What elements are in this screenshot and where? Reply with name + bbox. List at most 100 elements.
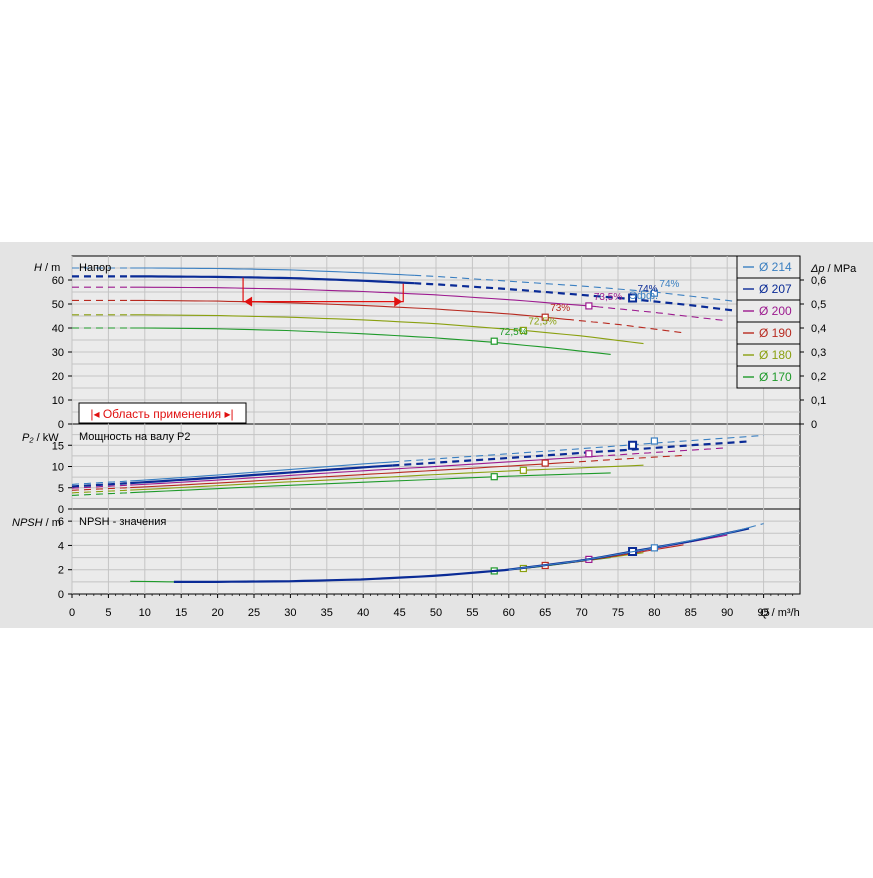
x-tick-label: 40 bbox=[357, 607, 369, 619]
power-y-tick-label: 10 bbox=[52, 462, 64, 474]
power-bep-marker bbox=[490, 473, 498, 481]
head-curve-solid bbox=[130, 314, 644, 345]
x-tick-label: 25 bbox=[248, 607, 260, 619]
power-axis-label: P₂ / kW bbox=[22, 432, 59, 444]
head-bep-marker bbox=[585, 302, 593, 310]
curves-layer: 74%74% 73,5% 73% 72,5%72,5% bbox=[71, 267, 764, 584]
legend-item: Ø 170 bbox=[736, 365, 801, 389]
axes-layer: 0 5 10 15 20 25 30 35 40 45 50 55 60 65 70 75 80 85 90 9501… bbox=[52, 275, 827, 619]
head-curve-dashed bbox=[596, 306, 728, 322]
head-curve-dashed bbox=[414, 274, 764, 306]
head-series-5: 72,5% bbox=[72, 327, 611, 355]
head-y-tick-label: 20 bbox=[52, 371, 64, 383]
flow-axis-label: Q / m³/h bbox=[760, 607, 800, 619]
x-tick-label: 65 bbox=[539, 607, 551, 619]
efficiency-note: Эфф. bbox=[629, 290, 658, 302]
npsh-bep-marker bbox=[650, 544, 659, 552]
pressure-axis-unit: / MPa bbox=[825, 263, 858, 275]
legend-label: Ø 180 bbox=[759, 348, 792, 362]
power-series-3 bbox=[71, 454, 684, 491]
flow-axis-var: Q bbox=[760, 607, 769, 619]
x-tick-label: 60 bbox=[503, 607, 515, 619]
legend-label: Ø 200 bbox=[759, 304, 792, 318]
head-curve-solid bbox=[130, 275, 415, 285]
power-y-tick-label: 0 bbox=[58, 504, 64, 516]
head-axis-unit: / m bbox=[42, 262, 60, 274]
power-y-tick-label: 5 bbox=[58, 483, 64, 495]
efficiency-label: 74% bbox=[638, 284, 658, 295]
head-curve-solid bbox=[130, 286, 597, 308]
head-y-tick-label: 0 bbox=[58, 419, 64, 431]
x-tick-label: 50 bbox=[430, 607, 442, 619]
x-tick-label: 85 bbox=[685, 607, 697, 619]
head-bep-marker bbox=[519, 326, 527, 334]
head-bep-marker bbox=[490, 337, 498, 345]
pressure-tick-label: 0,6 bbox=[811, 275, 826, 287]
power-bep-marker bbox=[650, 437, 659, 445]
head-curve-solid bbox=[130, 327, 611, 355]
x-tick-label: 30 bbox=[284, 607, 296, 619]
x-tick-label: 55 bbox=[466, 607, 478, 619]
x-tick-label: 95 bbox=[757, 607, 769, 619]
pressure-axis-var: Δp bbox=[810, 263, 825, 275]
head-series-1: 74% bbox=[72, 275, 750, 314]
power-series-2 bbox=[71, 447, 728, 489]
efficiency-label: 73% bbox=[550, 303, 570, 314]
application-range-label: |◂ Область применения ▸| bbox=[78, 402, 247, 424]
head-series-4: 72,5% bbox=[72, 314, 644, 345]
head-bep-marker bbox=[650, 289, 659, 297]
x-tick-label: 75 bbox=[612, 607, 624, 619]
power-curve-dashed bbox=[71, 492, 131, 496]
x-tick-label: 0 bbox=[69, 607, 75, 619]
power-curve-solid bbox=[130, 455, 597, 486]
head-series-3: 73% bbox=[72, 299, 684, 334]
legend: Ø 214 Ø 207 Ø 200 Ø 190 Ø 180 Ø 170 bbox=[736, 255, 801, 389]
flow-axis-unit: / m³/h bbox=[769, 607, 800, 619]
npsh-y-tick-label: 0 bbox=[58, 589, 64, 601]
npsh-y-tick-label: 6 bbox=[58, 516, 64, 528]
efficiency-label: 72,5% bbox=[528, 316, 556, 327]
power-curve-dashed bbox=[71, 487, 131, 491]
power-curve-dashed bbox=[566, 454, 684, 464]
pressure-axis-label: Δp / MPa bbox=[810, 263, 857, 275]
legend-label: Ø 190 bbox=[759, 326, 792, 340]
pressure-tick-label: 0,3 bbox=[811, 347, 826, 359]
power-bep-marker bbox=[519, 466, 527, 474]
head-y-tick-label: 50 bbox=[52, 299, 64, 311]
x-tick-label: 80 bbox=[648, 607, 660, 619]
head-curve-solid bbox=[130, 299, 568, 320]
power-bep-marker bbox=[541, 459, 549, 467]
legend-item: Ø 200 bbox=[736, 299, 801, 323]
power-series-0 bbox=[71, 434, 764, 485]
grid-lines bbox=[71, 256, 800, 594]
power-curve-solid bbox=[130, 461, 568, 489]
npsh-series-5 bbox=[508, 523, 764, 571]
efficiency-label: 73,5% bbox=[594, 292, 622, 303]
power-curve-dashed bbox=[392, 434, 764, 463]
head-panel-title: Напор bbox=[79, 262, 111, 274]
head-curve-dashed bbox=[566, 318, 684, 334]
npsh-curve-dashed bbox=[748, 523, 764, 529]
power-axis-unit: / kW bbox=[34, 432, 60, 444]
x-tick-label: 20 bbox=[211, 607, 223, 619]
application-range-markers bbox=[242, 277, 404, 307]
pressure-tick-label: 0,5 bbox=[811, 299, 826, 311]
power-bep-marker bbox=[585, 450, 593, 458]
legend-item: Ø 207 bbox=[736, 277, 801, 301]
application-range-bracket bbox=[242, 277, 404, 303]
head-curve-dashed bbox=[414, 282, 750, 314]
x-tick-label: 10 bbox=[139, 607, 151, 619]
head-y-tick-label: 10 bbox=[52, 395, 64, 407]
head-series-0: 74% bbox=[72, 267, 764, 306]
power-curve-solid bbox=[130, 472, 611, 494]
npsh-axis-unit: / m bbox=[43, 517, 61, 529]
legend-item: Ø 190 bbox=[736, 321, 801, 345]
power-curve-dashed bbox=[71, 480, 131, 485]
pressure-tick-label: 0,1 bbox=[811, 395, 826, 407]
power-y-tick-label: 15 bbox=[52, 440, 64, 452]
efficiency-label: 74% bbox=[659, 279, 679, 290]
head-y-tick-label: 40 bbox=[52, 323, 64, 335]
legend-label: Ø 214 bbox=[759, 260, 792, 274]
